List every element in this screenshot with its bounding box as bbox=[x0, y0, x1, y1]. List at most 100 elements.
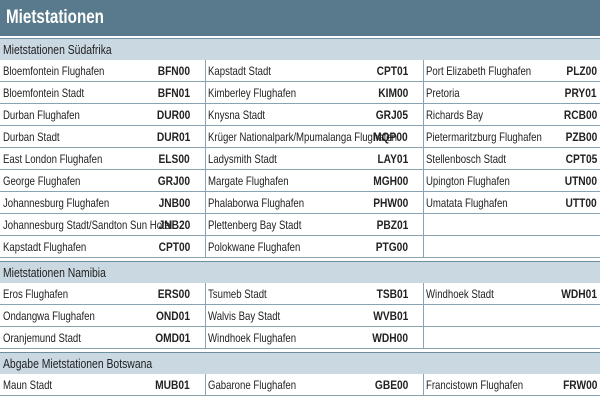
station-code: WVB01 bbox=[353, 305, 408, 327]
station-name: Margate Flughafen bbox=[208, 170, 381, 192]
station-name: Francistown Flughafen bbox=[426, 374, 558, 396]
station-name-text: Umatata Flughafen bbox=[426, 196, 508, 210]
column-divider bbox=[205, 374, 206, 396]
station-name-text: Knysna Stadt bbox=[208, 108, 266, 122]
station-name: Stellenbosch Stadt bbox=[426, 148, 558, 170]
column-divider bbox=[205, 283, 206, 349]
station-name-text: Upington Flughafen bbox=[426, 174, 510, 188]
section-header-text: Abgabe Mietstationen Botswana bbox=[3, 356, 153, 371]
station-code-text: MGH00 bbox=[372, 174, 408, 188]
station-name: Ladysmith Stadt bbox=[208, 148, 381, 170]
station-name: Windhoek Flughafen bbox=[208, 327, 381, 349]
station-name: Polokwane Flughafen bbox=[208, 236, 381, 258]
station-name-text: Tsumeb Stadt bbox=[208, 287, 267, 301]
station-name-text: Pietermaritzburg Flughafen bbox=[426, 130, 542, 144]
station-name-text: Plettenberg Bay Stadt bbox=[208, 218, 302, 232]
station-code-text: PZB00 bbox=[565, 130, 597, 144]
station-name: Krüger Nationalpark/Mpumalanga Flughafen bbox=[208, 126, 397, 148]
station-code-text: FRW00 bbox=[562, 378, 597, 392]
station-name-text: Ladysmith Stadt bbox=[208, 152, 277, 166]
station-name-text: George Flughafen bbox=[3, 174, 81, 188]
station-code: GRJ00 bbox=[135, 170, 190, 192]
station-name-text: Windhoek Stadt bbox=[426, 287, 494, 301]
station-code: GRJ05 bbox=[353, 104, 408, 126]
station-code: LAY01 bbox=[353, 148, 408, 170]
station-code: CPT05 bbox=[530, 148, 597, 170]
station-name-text: Margate Flughafen bbox=[208, 174, 289, 188]
station-name-text: Francistown Flughafen bbox=[426, 378, 524, 392]
station-name: Richards Bay bbox=[426, 104, 558, 126]
station-code-text: CPT05 bbox=[565, 152, 597, 166]
station-name-text: Bloemfontein Stadt bbox=[3, 86, 85, 100]
station-name-text: Port Elizabeth Flughafen bbox=[426, 64, 532, 78]
station-code: DUR01 bbox=[135, 126, 190, 148]
station-code-text: PRY01 bbox=[565, 86, 597, 100]
station-code: UTT00 bbox=[530, 192, 597, 214]
station-code: GBE00 bbox=[353, 374, 408, 396]
station-name-text: Kapstadt Stadt bbox=[208, 64, 271, 78]
station-name: Gabarone Flughafen bbox=[208, 374, 381, 396]
station-name-text: Phalaborwa Flughafen bbox=[208, 196, 305, 210]
station-code-text: GRJ00 bbox=[157, 174, 190, 188]
station-name: Knysna Stadt bbox=[208, 104, 381, 126]
table-row bbox=[0, 327, 600, 349]
station-code: CPT00 bbox=[135, 236, 190, 258]
station-name: Upington Flughafen bbox=[426, 170, 558, 192]
station-name-text: Walvis Bay Stadt bbox=[208, 309, 281, 323]
station-name-text: Gabarone Flughafen bbox=[208, 378, 297, 392]
station-code-text: BFN00 bbox=[157, 64, 190, 78]
table-row bbox=[0, 148, 600, 170]
station-code: ELS00 bbox=[135, 148, 190, 170]
station-code: JNB00 bbox=[135, 192, 190, 214]
station-code-text: UTT00 bbox=[565, 196, 597, 210]
station-name-text: Krüger Nationalpark/Mpumalanga Flughafen bbox=[208, 130, 397, 144]
section-header-text: Mietstationen Südafrika bbox=[3, 42, 112, 57]
station-name-text: Bloemfontein Flughafen bbox=[3, 64, 105, 78]
station-code: KIM00 bbox=[353, 82, 408, 104]
table-row bbox=[0, 170, 600, 192]
station-name: East London Flughafen bbox=[3, 148, 163, 170]
station-code: CPT01 bbox=[353, 60, 408, 82]
station-code: OND01 bbox=[135, 305, 190, 327]
station-code-text: PLZ00 bbox=[566, 64, 597, 78]
station-name-text: Eros Flughafen bbox=[3, 287, 69, 301]
station-code: ERS00 bbox=[135, 283, 190, 305]
station-code-text: ELS00 bbox=[158, 152, 190, 166]
station-name: Durban Stadt bbox=[3, 126, 163, 148]
section-header: Abgabe Mietstationen Botswana bbox=[0, 352, 600, 374]
station-code-text: OND01 bbox=[155, 309, 190, 323]
station-name-text: Johannesburg Flughafen bbox=[3, 196, 110, 210]
table-row bbox=[0, 192, 600, 214]
table-row bbox=[0, 126, 600, 148]
station-code-text: TSB01 bbox=[376, 287, 408, 301]
station-name-text: East London Flughafen bbox=[3, 152, 103, 166]
section-header: Mietstationen Südafrika bbox=[0, 38, 600, 60]
station-name: George Flughafen bbox=[3, 170, 163, 192]
table-row bbox=[0, 104, 600, 126]
column-divider bbox=[423, 374, 424, 396]
column-divider bbox=[423, 60, 424, 258]
station-name-text: Windhoek Flughafen bbox=[208, 331, 297, 345]
station-name-text: Pretoria bbox=[426, 86, 460, 100]
station-name-text: Oranjemund Stadt bbox=[3, 331, 81, 345]
station-code-text: PTG00 bbox=[375, 240, 408, 254]
table-row bbox=[0, 82, 600, 104]
station-code: MQP00 bbox=[353, 126, 408, 148]
station-code-text: LAY01 bbox=[377, 152, 408, 166]
station-name: Port Elizabeth Flughafen bbox=[426, 60, 558, 82]
section-header-text: Mietstationen Namibia bbox=[3, 265, 106, 280]
station-name-text: Richards Bay bbox=[426, 108, 484, 122]
station-code: WDH00 bbox=[353, 327, 408, 349]
station-code-text: CPT00 bbox=[158, 240, 190, 254]
station-code-text: RCB00 bbox=[563, 108, 597, 122]
station-code-text: PHW00 bbox=[372, 196, 408, 210]
station-name: Walvis Bay Stadt bbox=[208, 305, 381, 327]
header: Mietstationen bbox=[0, 0, 600, 36]
station-code: UTN00 bbox=[530, 170, 597, 192]
station-code: MGH00 bbox=[353, 170, 408, 192]
station-code: FRW00 bbox=[530, 374, 597, 396]
station-name: Oranjemund Stadt bbox=[3, 327, 163, 349]
station-code-text: UTN00 bbox=[564, 174, 597, 188]
station-code: JNB20 bbox=[135, 214, 190, 236]
